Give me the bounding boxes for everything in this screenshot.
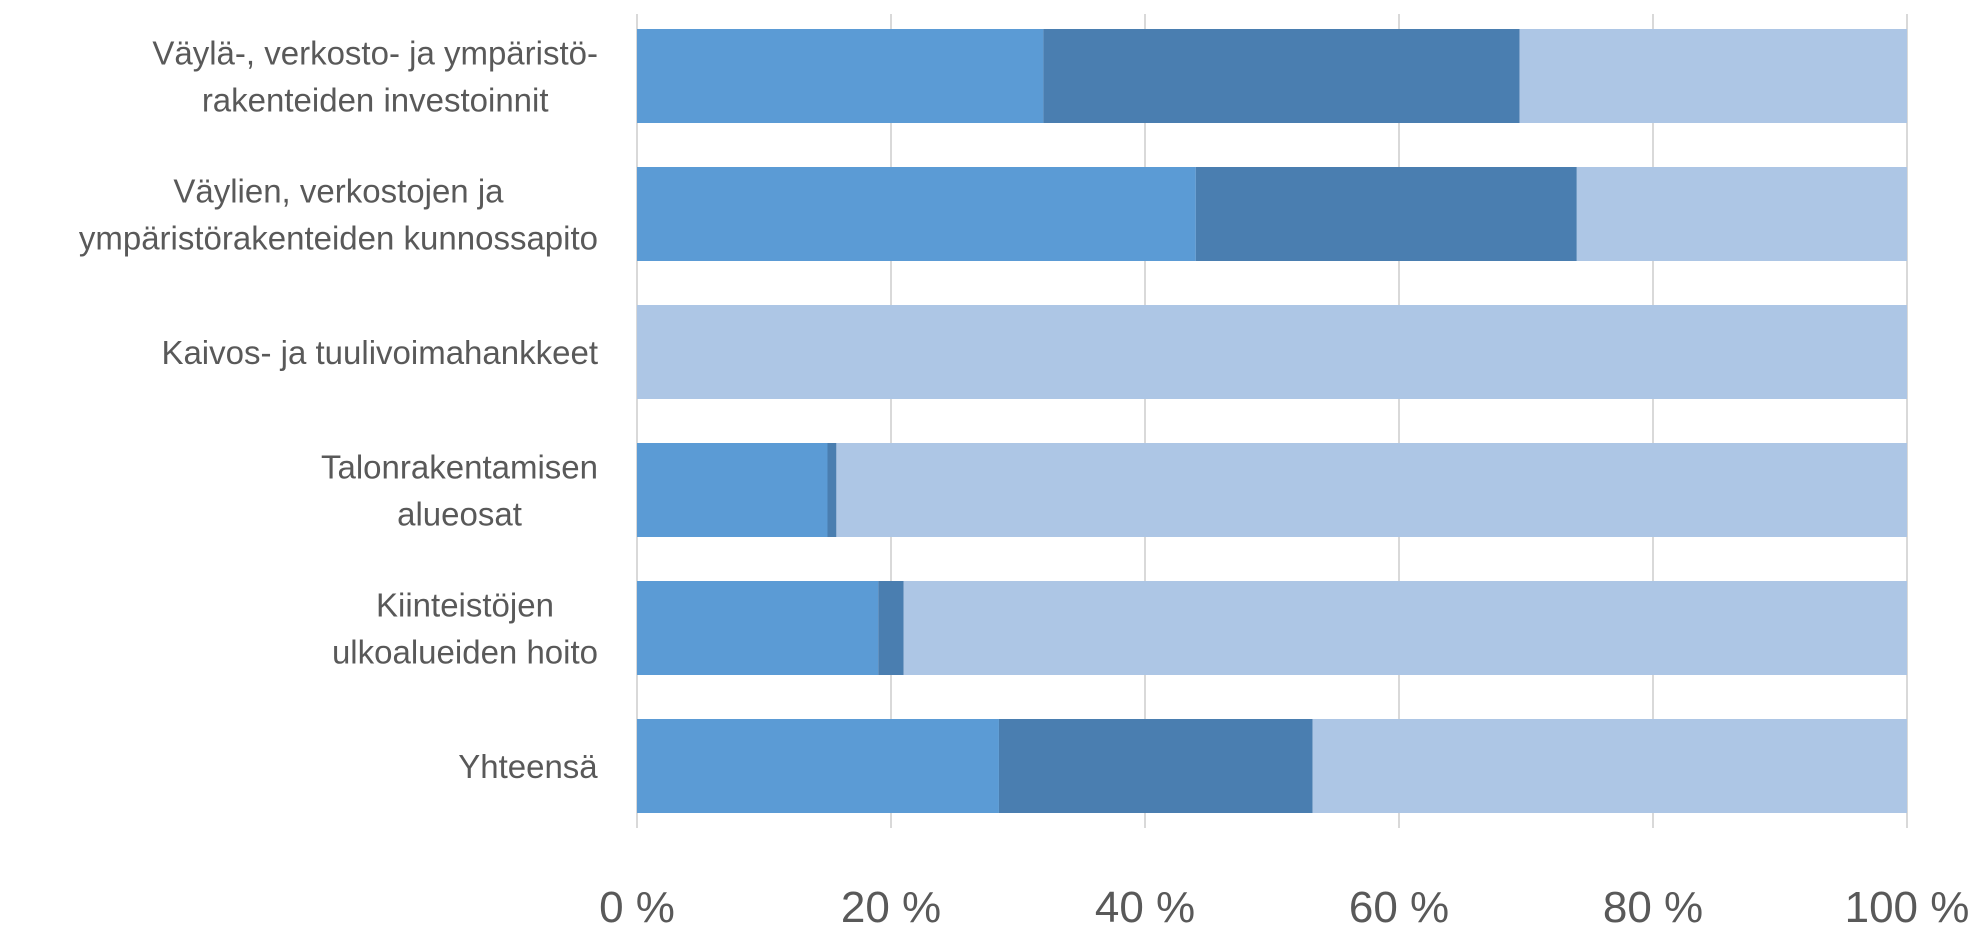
bar-segment bbox=[998, 719, 1313, 813]
category-label-line: Väylien, verkostojen ja bbox=[173, 173, 504, 210]
x-tick-label: 20 % bbox=[841, 883, 941, 925]
category-label: Yhteensä bbox=[458, 748, 598, 785]
x-tick-label: 0 % bbox=[599, 883, 675, 925]
bar-segment bbox=[637, 443, 828, 537]
category-label-line: ulkoalueiden hoito bbox=[332, 634, 598, 671]
bar-segment bbox=[637, 305, 1907, 399]
bars bbox=[637, 29, 1907, 813]
category-label-line: Kaivos- ja tuulivoimahankkeet bbox=[161, 334, 598, 371]
category-label: Väylä-, verkosto- ja ympäristö-rakenteid… bbox=[152, 35, 598, 119]
category-label: Kaivos- ja tuulivoimahankkeet bbox=[161, 334, 598, 371]
category-label-line: Yhteensä bbox=[458, 748, 598, 785]
bar-segment bbox=[878, 581, 904, 675]
category-label-line: Kiinteistöjen bbox=[376, 587, 554, 624]
category-label-line: Talonrakentamisen bbox=[321, 449, 598, 486]
x-axis-tick-labels: 0 % 20 % 40 % 60 % 80 % 100 % bbox=[599, 883, 1969, 925]
bar-segment bbox=[1195, 167, 1577, 261]
category-label-line: rakenteiden investoinnit bbox=[202, 82, 549, 119]
category-label: Talonrakentamisen alueosat bbox=[321, 449, 598, 533]
category-label: Kiinteistöjen ulkoalueiden hoito bbox=[332, 587, 598, 671]
bar-segment bbox=[903, 581, 1907, 675]
x-tick-label: 80 % bbox=[1603, 883, 1703, 925]
category-label-line: alueosat bbox=[397, 496, 522, 533]
category-label-line: Väylä-, verkosto- ja ympäristö- bbox=[152, 35, 598, 72]
category-labels: Väylä-, verkosto- ja ympäristö-rakenteid… bbox=[79, 35, 598, 786]
x-tick-label: 100 % bbox=[1845, 883, 1970, 925]
bar-segment bbox=[1576, 167, 1907, 261]
bar-segment bbox=[637, 719, 999, 813]
bar-segment bbox=[637, 29, 1044, 123]
bar-segment bbox=[1043, 29, 1520, 123]
bar-segment bbox=[637, 167, 1196, 261]
bar-segment bbox=[1312, 719, 1907, 813]
x-tick-label: 60 % bbox=[1349, 883, 1449, 925]
gridlines bbox=[636, 14, 1908, 828]
category-label: Väylien, verkostojen ja ympäristörakentei… bbox=[79, 173, 598, 257]
category-label-line: ympäristörakenteiden kunnossapito bbox=[79, 220, 598, 257]
bar-segment bbox=[836, 443, 1907, 537]
bar-segment bbox=[827, 443, 837, 537]
x-tick-label: 40 % bbox=[1095, 883, 1195, 925]
bar-segment bbox=[637, 581, 879, 675]
bar-segment bbox=[1519, 29, 1907, 123]
